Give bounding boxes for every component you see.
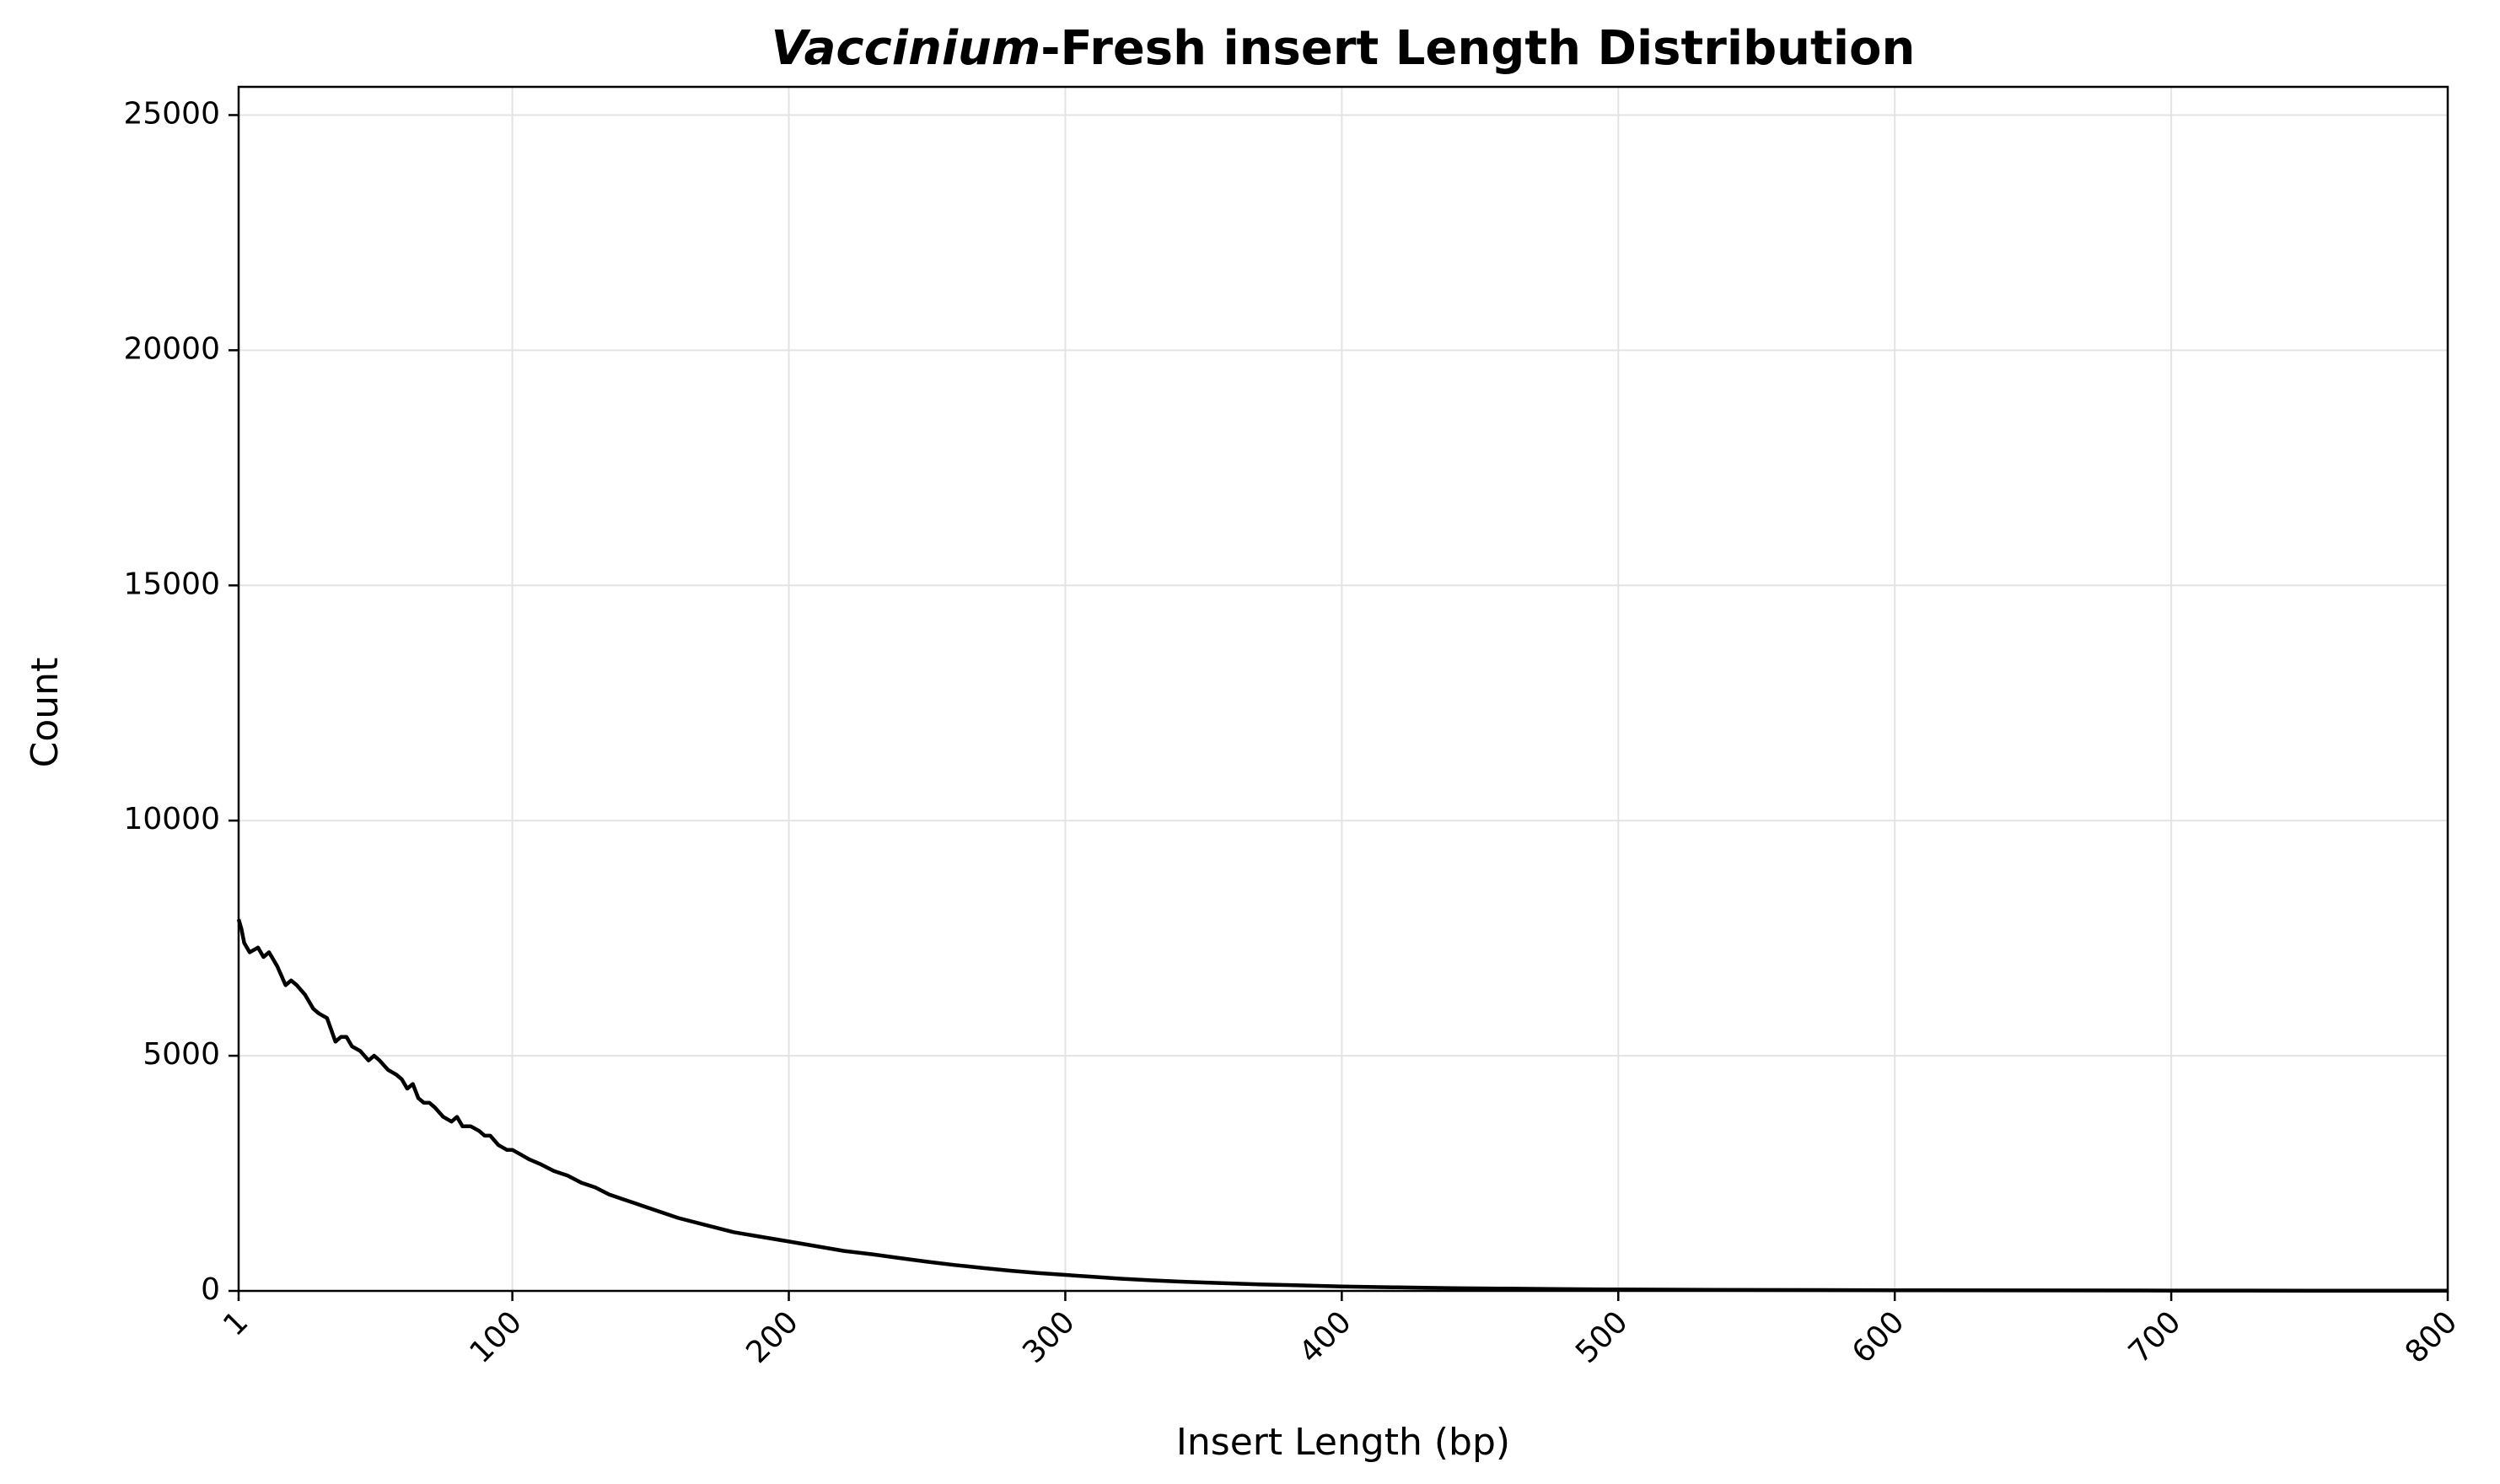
y-axis-label: Count [24, 658, 67, 768]
y-tick-label: 15000 [123, 567, 220, 601]
chart-title-rest: -Fresh insert Length Distribution [1040, 21, 1915, 76]
x-axis-label: Insert Length (bp) [1176, 1421, 1510, 1464]
y-tick-label: 25000 [123, 96, 220, 131]
chart-title-italic: Vaccinium [772, 21, 1041, 76]
y-tick-label: 20000 [123, 331, 220, 366]
y-tick-label: 10000 [123, 802, 220, 836]
series-line [236, 918, 2449, 1293]
chart-title: Vaccinium-Fresh insert Length Distributi… [772, 21, 1916, 76]
y-tick-label: 5000 [142, 1037, 220, 1072]
y-tick-label: 0 [201, 1272, 220, 1307]
series-layer [236, 918, 2449, 1293]
plot-frame [237, 85, 2449, 1293]
y-axis-ticks: 0 5000 10000 15000 20000 25000 [123, 96, 239, 1307]
